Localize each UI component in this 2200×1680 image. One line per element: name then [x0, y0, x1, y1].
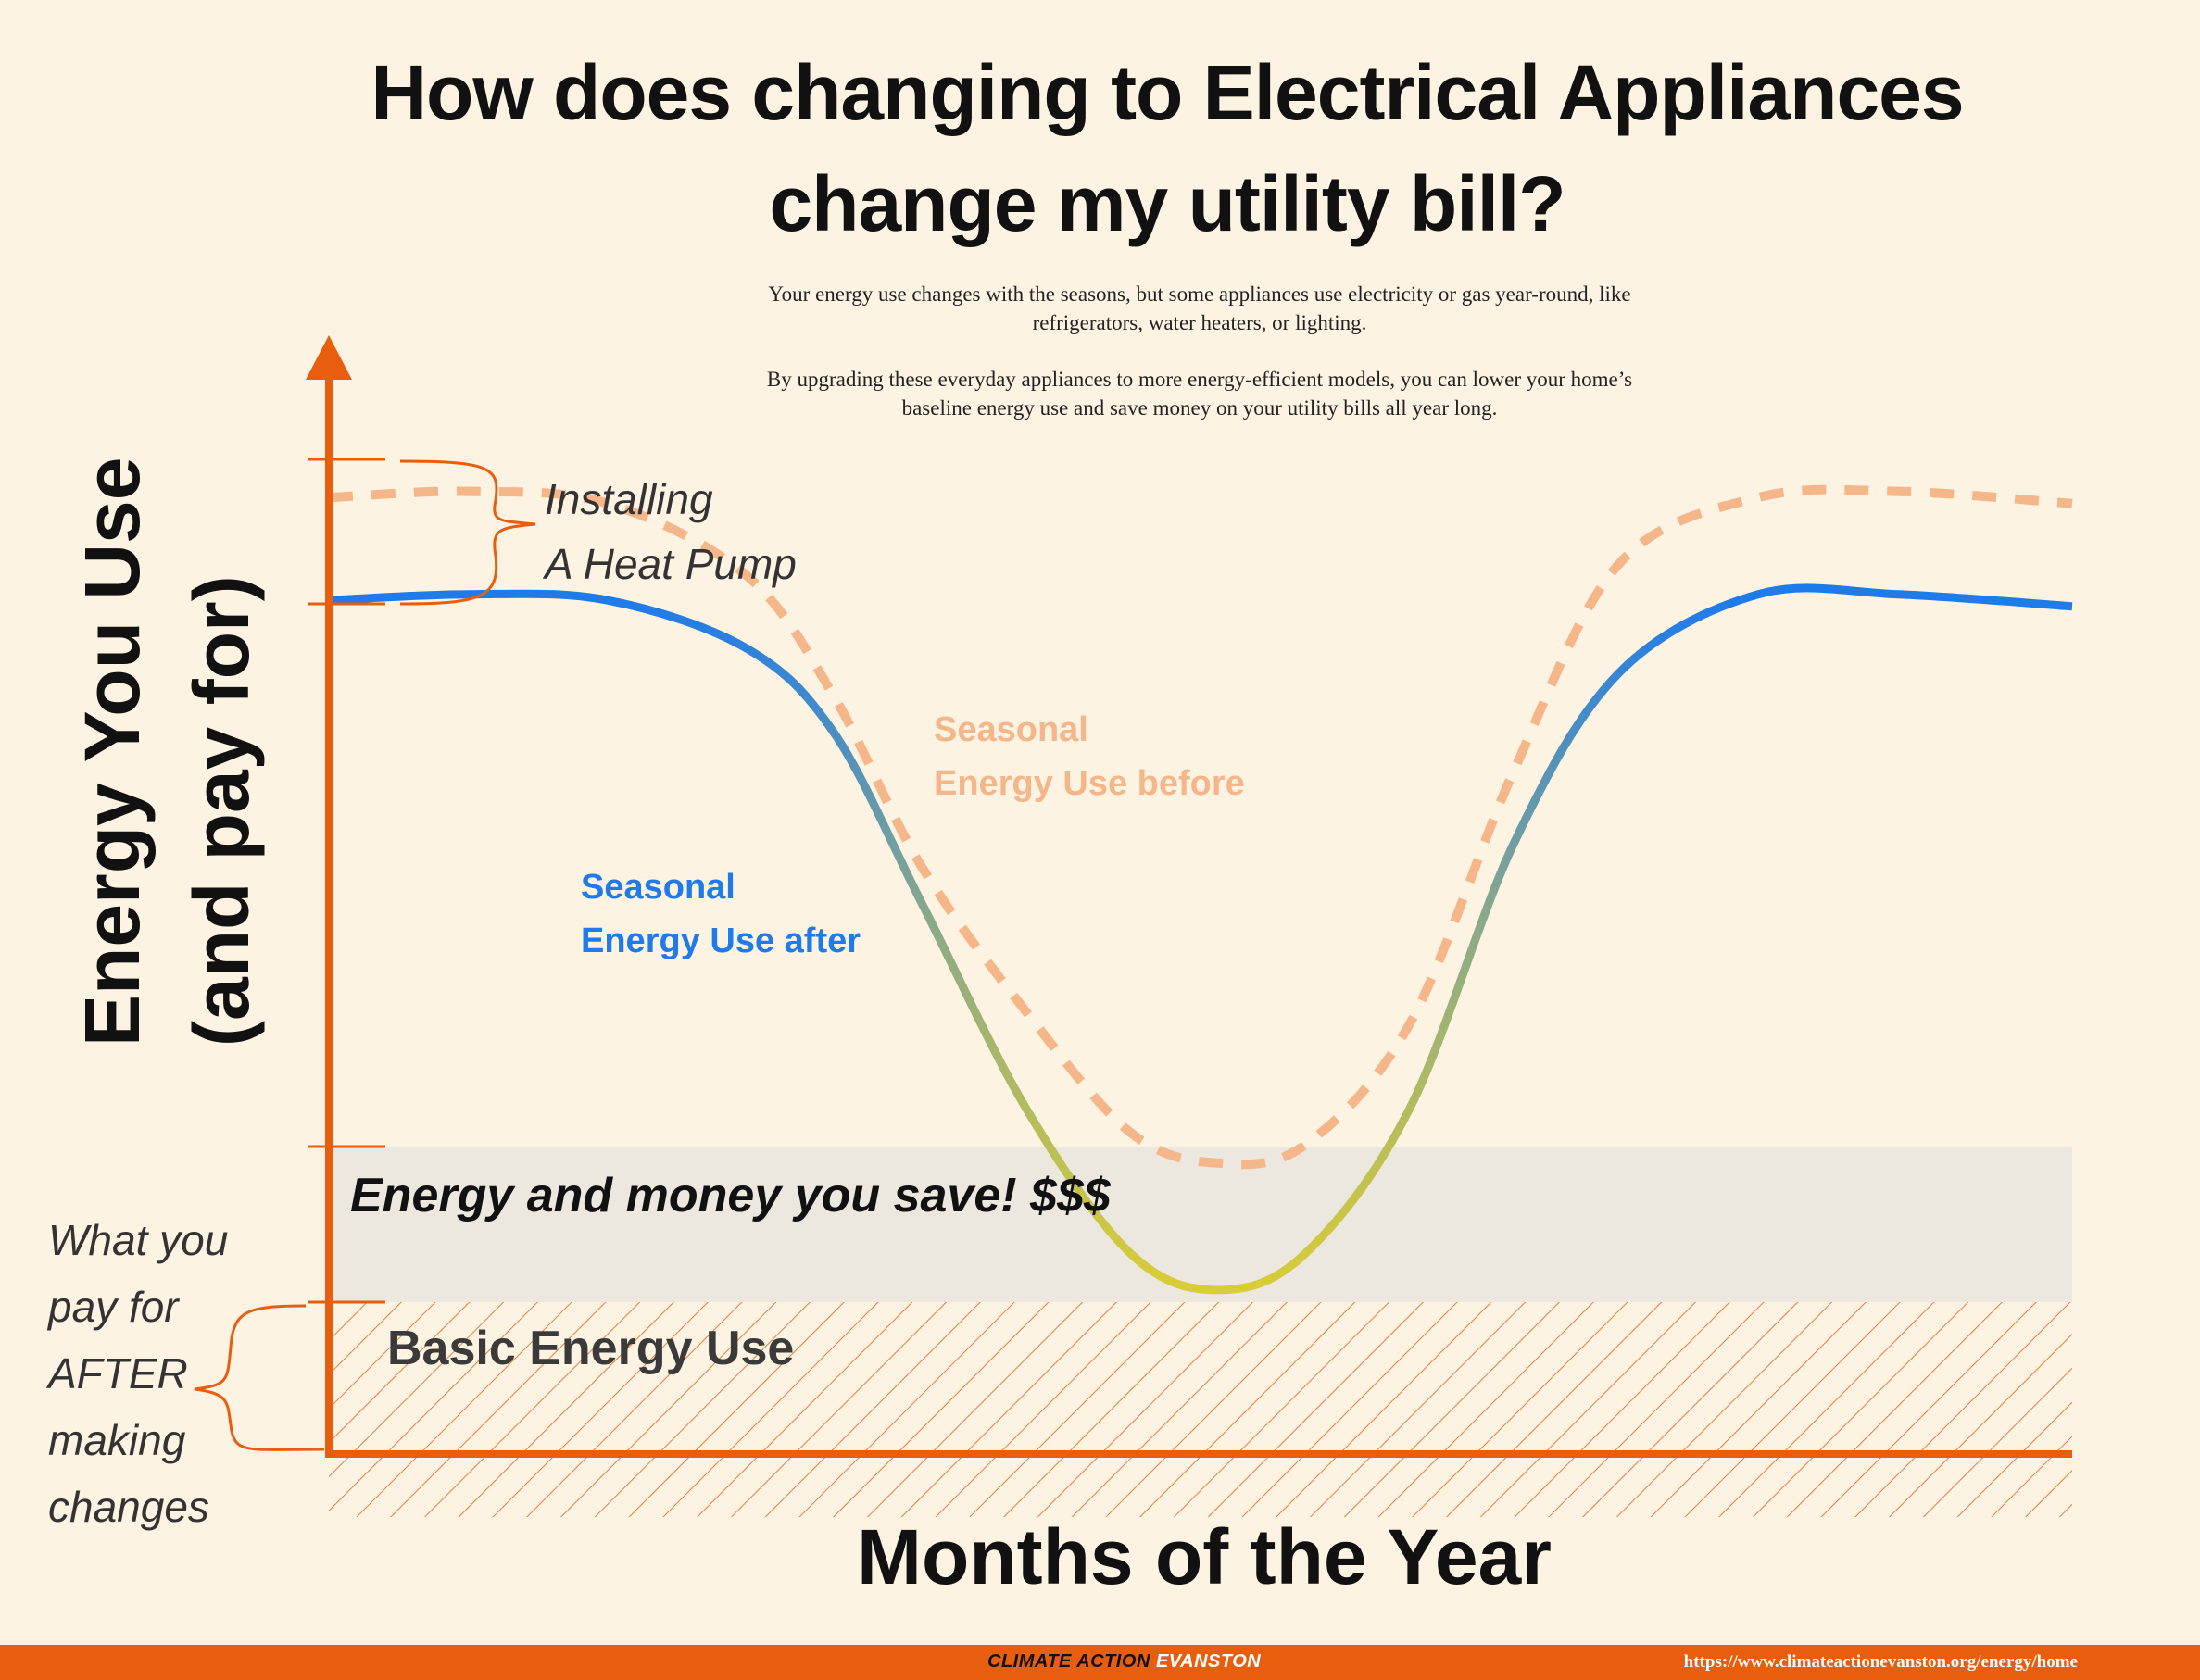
series-line-before — [328, 484, 2073, 1170]
after-pay-brace — [194, 1304, 325, 1451]
y-axis-title-line-2: (and pay for) — [178, 575, 265, 1047]
description-paragraph-1: Your energy use changes with the seasons… — [768, 282, 1631, 334]
footer-url-link[interactable]: https://www.climateactionevanston.org/en… — [1683, 1652, 2078, 1672]
energy-chart: Energy You Use (and pay for) Months of t… — [45, 335, 2073, 1600]
x-axis-title: Months of the Year — [857, 1513, 1552, 1600]
description-paragraph-2: By upgrading these everyday appliances t… — [766, 368, 1633, 420]
series-line-after — [328, 583, 2073, 1295]
after-pay-line-2: pay for — [46, 1283, 180, 1331]
after-pay-line-4: making — [48, 1416, 186, 1464]
brand-part-1: CLIMATE ACTION — [987, 1651, 1156, 1672]
chart-title: How does changing to Electrical Applianc… — [371, 49, 1964, 247]
before-series-label: Seasonal Energy Use before — [934, 710, 1245, 803]
after-label-line-1: Seasonal — [581, 868, 735, 907]
savings-band — [329, 1147, 2072, 1302]
after-pay-line-1: What you — [48, 1216, 228, 1264]
brand-part-2: EVANSTON — [1155, 1651, 1262, 1672]
heat-pump-label-line-2: A Heat Pump — [542, 540, 797, 588]
basic-band-label: Basic Energy Use — [387, 1322, 794, 1375]
footer-bar: CLIMATE ACTION EVANSTON https://www.clim… — [0, 1645, 2200, 1680]
after-pay-line-5: changes — [48, 1483, 209, 1531]
after-label-line-2: Energy Use after — [581, 921, 861, 960]
before-label-line-2: Energy Use before — [934, 764, 1245, 803]
basic-energy-band — [329, 1302, 2072, 1517]
after-pay-line-3: AFTER — [45, 1349, 188, 1398]
y-axis-title: Energy You Use (and pay for) — [69, 458, 265, 1047]
savings-band-label: Energy and money you save! $$$ — [350, 1169, 1112, 1222]
after-pay-label: What you pay for AFTER making changes — [45, 1216, 240, 1531]
heat-pump-label: Installing A Heat Pump — [542, 475, 797, 588]
heat-pump-label-line-1: Installing — [545, 475, 713, 523]
after-series-label: Seasonal Energy Use after — [581, 868, 861, 960]
y-axis-title-line-1: Energy You Use — [69, 458, 156, 1047]
y-axis-arrow — [306, 335, 352, 380]
footer-brand-logo[interactable]: CLIMATE ACTION EVANSTON — [987, 1651, 1261, 1673]
heat-pump-brace — [399, 459, 536, 606]
before-label-line-1: Seasonal — [934, 710, 1088, 749]
